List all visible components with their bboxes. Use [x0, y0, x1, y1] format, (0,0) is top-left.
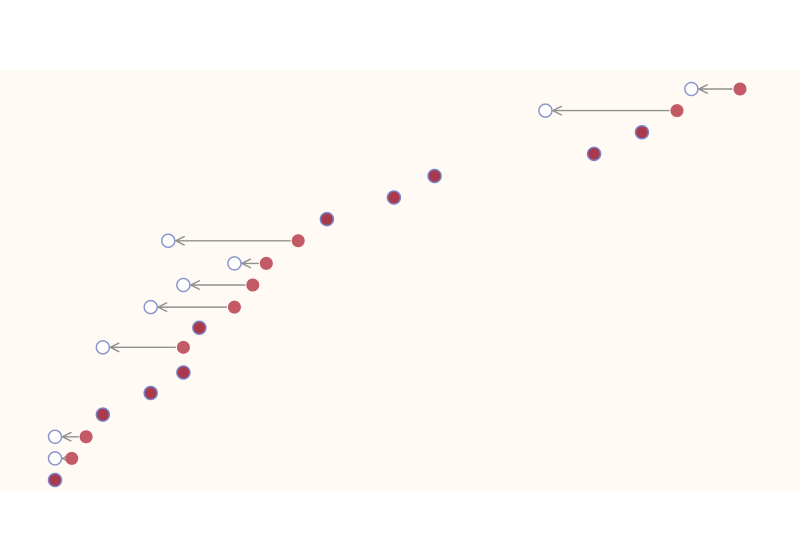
current-point — [176, 340, 190, 354]
coincident-point — [634, 124, 650, 140]
coincident-point — [386, 190, 402, 205]
coincident-point — [192, 320, 207, 335]
current-point — [259, 256, 273, 270]
current-point — [65, 451, 79, 465]
chart-marks — [47, 81, 747, 488]
coincident-point — [47, 472, 63, 488]
previous-point — [95, 340, 111, 355]
previous-point — [538, 103, 553, 118]
previous-point — [176, 277, 191, 293]
previous-point — [143, 299, 158, 315]
current-point — [733, 82, 747, 96]
coincident-point — [176, 365, 191, 380]
current-point — [291, 234, 305, 248]
plot-background — [0, 70, 800, 492]
previous-point — [47, 429, 63, 445]
current-point — [227, 300, 241, 314]
coincident-point — [586, 146, 602, 162]
current-point — [246, 278, 260, 292]
previous-point — [684, 81, 699, 97]
coincident-point — [427, 168, 442, 184]
previous-point — [47, 451, 63, 466]
coincident-point — [95, 407, 111, 422]
coincident-point — [319, 211, 335, 227]
current-point — [670, 104, 684, 118]
previous-point — [227, 256, 242, 271]
current-point — [79, 430, 93, 444]
previous-point — [160, 233, 176, 249]
coincident-point — [143, 385, 158, 401]
